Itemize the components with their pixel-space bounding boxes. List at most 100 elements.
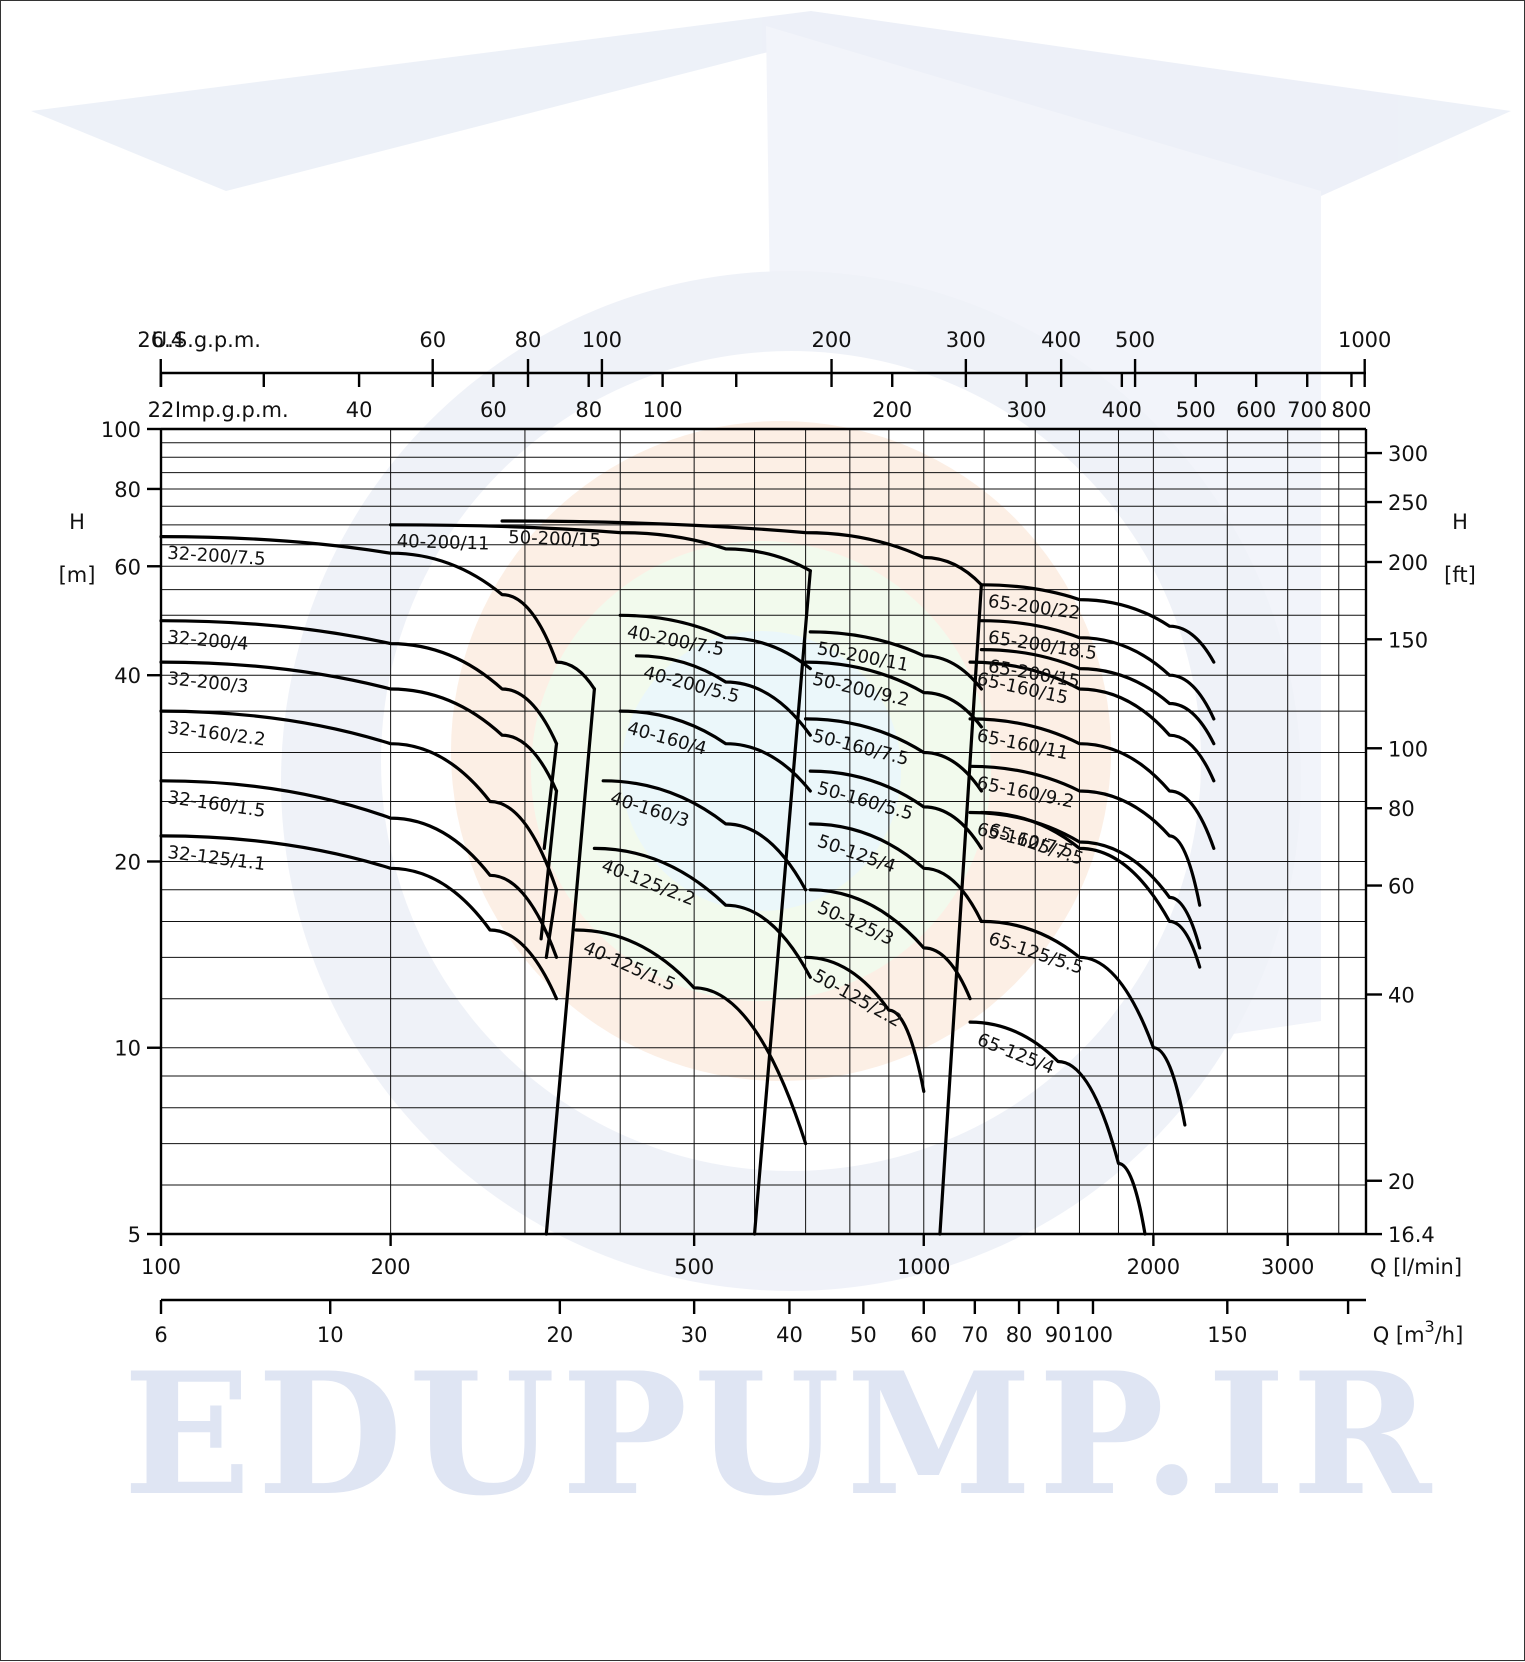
impgpm-tick-label: 40 xyxy=(346,398,373,422)
right-axis-label-bottom: [ft] xyxy=(1444,563,1476,587)
curve-32-200-7-5 xyxy=(159,535,596,691)
m3h-tick-label: 50 xyxy=(850,1323,877,1347)
lpm-tick-label: 1000 xyxy=(897,1255,950,1279)
curve-label: 32-125/1.1 xyxy=(166,842,266,875)
usgpm-tick-label: 26.4 xyxy=(137,328,184,352)
left-axis-label-top: H xyxy=(69,510,85,534)
right-tick-label: 20 xyxy=(1388,1170,1415,1194)
impgpm-tick-label: 700 xyxy=(1287,398,1327,422)
curve-50-125-2-2 xyxy=(804,955,926,1093)
m3h-tick-label: 6 xyxy=(154,1323,167,1347)
left-axis-label-bottom: [m] xyxy=(59,563,96,587)
right-tick-label: 40 xyxy=(1388,983,1415,1007)
m3h-tick-label: 90 xyxy=(1045,1323,1072,1347)
curve-32-125-1-1 xyxy=(159,834,559,1001)
curve-label: 32-160/1.5 xyxy=(166,787,266,822)
curve-65-125-4 xyxy=(968,1020,1147,1236)
curve-65-200-15 xyxy=(979,648,1216,746)
usgpm-tick-label: 400 xyxy=(1041,328,1081,352)
curve-40-200-7-5 xyxy=(618,613,812,671)
curve-40-200-5-5 xyxy=(634,654,812,737)
m3h-tick-label: 40 xyxy=(776,1323,803,1347)
chart-curves xyxy=(159,519,1216,1236)
m3h-tick-label: 80 xyxy=(1006,1323,1033,1347)
curve-end-32-160-2-2 xyxy=(544,888,559,959)
curve-label: 32-200/4 xyxy=(167,627,250,655)
curve-40-200-11 xyxy=(389,523,812,573)
lpm-tick-label: 2000 xyxy=(1127,1255,1180,1279)
usgpm-axis-label: U.S.g.p.m. xyxy=(152,328,261,352)
usgpm-tick-label: 500 xyxy=(1115,328,1155,352)
curve-50-125-4 xyxy=(808,822,983,923)
usgpm-tick-label: 80 xyxy=(515,328,542,352)
curve-65-160-11 xyxy=(968,717,1216,850)
m3h-tick-label: 150 xyxy=(1207,1323,1247,1347)
usgpm-tick-label: 300 xyxy=(946,328,986,352)
lpm-tick-label: 500 xyxy=(674,1255,714,1279)
curve-32-160-1-5 xyxy=(159,779,559,959)
impgpm-tick-label: 800 xyxy=(1331,398,1371,422)
lpm-tick-label: 100 xyxy=(141,1255,181,1279)
left-tick-label: 60 xyxy=(114,555,141,579)
usgpm-tick-label: 200 xyxy=(811,328,851,352)
curve-65-200-18-5 xyxy=(979,619,1216,721)
m3h-tick-label: 10 xyxy=(317,1323,344,1347)
curve-65-125-5-5 xyxy=(979,919,1187,1127)
left-tick-label: 80 xyxy=(114,478,141,502)
right-tick-label: 150 xyxy=(1388,628,1428,652)
curve-40-160-3 xyxy=(601,779,808,892)
m3h-tick-label: 100 xyxy=(1073,1323,1113,1347)
m3h-axis-label: Q [m3/h] xyxy=(1373,1317,1464,1347)
m3h-tick-label: 60 xyxy=(910,1323,937,1347)
curve-50-200-15 xyxy=(500,519,983,587)
chart-ticks: 5 10 20 40 60 80 100 H [m] 16.4 20 40 60 80 100 150 200 2… xyxy=(59,328,1476,1347)
curve-end-40-200-11 xyxy=(752,569,812,1236)
usgpm-tick-label: 100 xyxy=(582,328,622,352)
right-axis-label-top: H xyxy=(1452,510,1468,534)
right-tick-label: 60 xyxy=(1388,875,1415,899)
left-tick-label: 40 xyxy=(114,664,141,688)
right-tick-label: 200 xyxy=(1388,551,1428,575)
impgpm-tick-label: 400 xyxy=(1102,398,1142,422)
curve-50-160-7-5 xyxy=(804,717,983,793)
chart-axes xyxy=(159,371,1368,1302)
curve-end-32-200-4 xyxy=(542,742,559,850)
right-tick-label: 16.4 xyxy=(1388,1223,1435,1247)
m3h-tick-label: 30 xyxy=(681,1323,708,1347)
curve-50-200-11 xyxy=(808,630,983,691)
impgpm-tick-label: 500 xyxy=(1176,398,1216,422)
curve-65-125-7-5 xyxy=(979,810,1202,969)
impgpm-tick-label: 80 xyxy=(575,398,602,422)
usgpm-tick-label: 60 xyxy=(419,328,446,352)
impgpm-tick-label: 200 xyxy=(872,398,912,422)
left-tick-label: 10 xyxy=(114,1037,141,1061)
curve-label: 32-200/3 xyxy=(166,668,249,697)
curve-label: 50-200/15 xyxy=(508,527,601,551)
right-tick-label: 250 xyxy=(1388,491,1428,515)
left-tick-label: 100 xyxy=(101,418,141,442)
curve-50-125-3 xyxy=(808,888,972,1001)
curve-65-160-15 xyxy=(968,660,1216,783)
curve-40-125-2-2 xyxy=(592,846,812,979)
curve-32-160-2-2 xyxy=(159,709,559,892)
curve-end-50-200-15 xyxy=(938,583,983,1236)
lpm-tick-label: 200 xyxy=(371,1255,411,1279)
usgpm-tick-label: 1000 xyxy=(1338,328,1391,352)
left-tick-label: 5 xyxy=(128,1223,141,1247)
impgpm-tick-label: 100 xyxy=(643,398,683,422)
impgpm-tick-label: 22 xyxy=(148,398,175,422)
curve-50-200-9-2 xyxy=(804,660,983,729)
impgpm-axis-label: Imp.g.p.m. xyxy=(175,398,289,422)
watermark-text: EDUPUMP.IR xyxy=(123,1335,1437,1533)
right-tick-label: 80 xyxy=(1388,797,1415,821)
curve-label: 40-200/11 xyxy=(396,531,489,555)
curve-label: 32-160/2.2 xyxy=(166,717,266,750)
curve-end-32-200-7-5 xyxy=(544,687,597,1236)
left-tick-label: 20 xyxy=(114,850,141,874)
curve-32-200-3 xyxy=(159,660,559,793)
curve-65-160-9-2 xyxy=(968,764,1202,907)
curve-50-160-5-5 xyxy=(808,769,983,850)
right-tick-label: 100 xyxy=(1388,737,1428,761)
